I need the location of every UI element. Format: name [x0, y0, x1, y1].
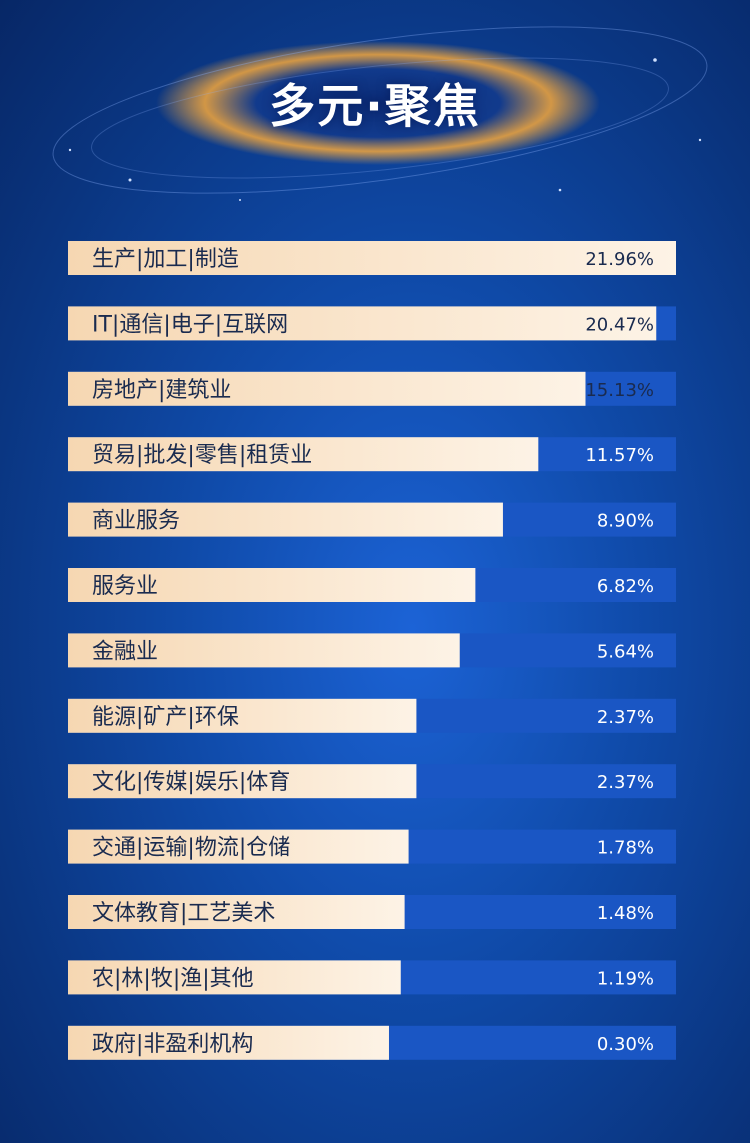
category-label: 交通|运输|物流|仓储: [92, 836, 290, 861]
value-label: 15.13%: [585, 380, 654, 401]
bar: [68, 895, 405, 929]
category-label: 文体教育|工艺美术: [92, 901, 275, 926]
bar: [68, 502, 503, 537]
value-label: 11.57%: [585, 445, 654, 466]
bar: [68, 1025, 389, 1060]
category-label: 文化|传媒|娱乐|体育: [92, 770, 290, 795]
category-label: 能源|矿产|环保: [92, 705, 239, 730]
value-label: 20.47%: [585, 314, 654, 335]
orbit-line: [52, 26, 708, 194]
category-label: 金融业: [92, 639, 158, 664]
bar: [68, 633, 460, 668]
bar: [68, 698, 417, 733]
category-label: 农|林|牧|渔|其他: [92, 966, 254, 991]
star: [698, 138, 702, 142]
category-label: 服务业: [92, 574, 158, 599]
bar: [68, 764, 417, 799]
category-label: IT|通信|电子|互联网: [92, 312, 288, 337]
bar: [68, 241, 676, 275]
value-label: 1.19%: [597, 968, 654, 989]
bar: [68, 829, 409, 864]
value-label: 2.37%: [597, 772, 654, 793]
category-label: 政府|非盈利机构: [92, 1032, 253, 1057]
orbit-line: [91, 57, 669, 179]
value-label: 2.37%: [597, 707, 654, 728]
value-label: 1.48%: [597, 903, 654, 924]
category-label: 生产|加工|制造: [92, 247, 239, 272]
star: [128, 178, 132, 182]
value-label: 1.78%: [597, 838, 654, 859]
value-label: 6.82%: [597, 576, 654, 597]
bar: [68, 306, 657, 341]
category-label: 房地产|建筑业: [92, 378, 231, 403]
value-label: 0.30%: [597, 1034, 654, 1055]
bar: [68, 437, 539, 472]
star: [653, 58, 657, 62]
bar: [68, 568, 476, 602]
star: [68, 148, 72, 152]
page-title: 多元·聚焦: [269, 79, 481, 133]
value-label: 8.90%: [597, 511, 654, 532]
value-label: 5.64%: [597, 641, 654, 662]
category-label: 贸易|批发|零售|租赁业: [92, 443, 312, 468]
title-glow-ring: [156, 41, 600, 165]
star: [558, 188, 562, 192]
star: [239, 199, 241, 201]
bar: [68, 371, 586, 406]
value-label: 21.96%: [585, 249, 654, 270]
bar: [68, 960, 401, 995]
category-label: 商业服务: [92, 509, 180, 534]
